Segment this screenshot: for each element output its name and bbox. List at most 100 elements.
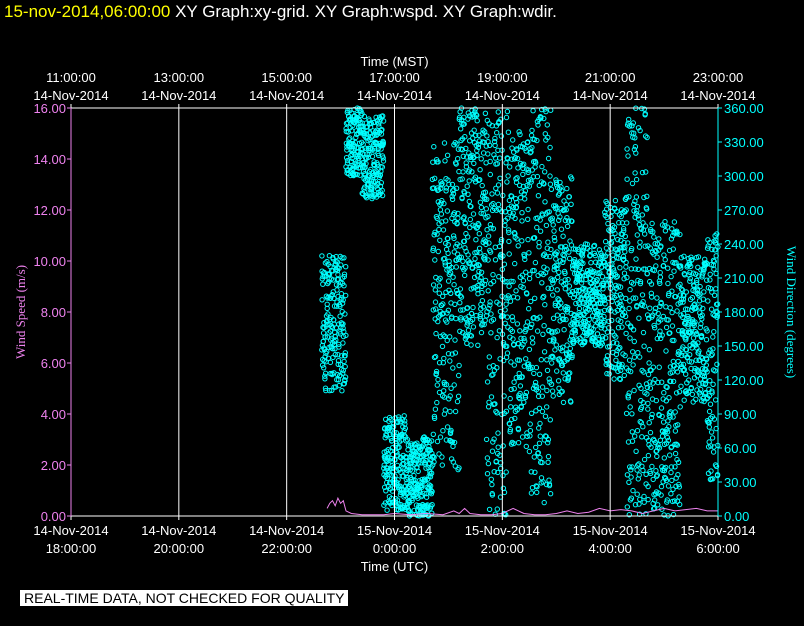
wind-direction-point <box>484 455 491 461</box>
wind-direction-point <box>505 227 512 233</box>
wind-direction-point <box>637 127 643 134</box>
wind-direction-point <box>480 127 486 133</box>
wind-direction-point <box>634 491 640 497</box>
wind-direction-point <box>402 418 408 424</box>
wind-direction-point <box>578 280 585 286</box>
right-tick-label: 300.00 <box>724 169 764 184</box>
wind-direction-point <box>515 440 522 446</box>
wind-direction-point <box>641 499 647 505</box>
wind-direction-point <box>445 242 451 248</box>
wind-direction-point <box>443 188 449 194</box>
wind-direction-point <box>524 319 531 325</box>
wind-direction-point <box>668 464 675 470</box>
wind-direction-point <box>319 362 326 368</box>
wind-direction-point <box>564 223 571 230</box>
wind-direction-point <box>617 376 623 383</box>
wind-direction-point <box>469 265 476 271</box>
wind-direction-point <box>342 374 349 380</box>
wind-direction-point <box>648 444 654 450</box>
wind-direction-point <box>451 235 457 242</box>
wind-direction-point <box>676 494 682 500</box>
wind-direction-point <box>588 260 594 266</box>
wind-direction-point <box>555 262 561 268</box>
wind-direction-point <box>432 257 438 263</box>
wind-direction-point <box>523 356 529 362</box>
wind-direction-point <box>438 211 445 217</box>
wind-direction-point <box>380 118 387 124</box>
wind-direction-point <box>622 352 628 359</box>
wind-direction-point <box>335 361 341 367</box>
wind-direction-point <box>560 259 566 265</box>
wind-direction-point <box>379 187 385 194</box>
wind-direction-point <box>502 222 508 229</box>
wind-direction-point <box>639 367 645 374</box>
wind-direction-point <box>621 276 627 282</box>
wind-direction-point <box>485 151 491 157</box>
wind-direction-point <box>441 200 447 207</box>
wind-direction-point <box>537 217 543 223</box>
wind-direction-point <box>617 345 623 351</box>
wind-direction-point <box>474 112 480 119</box>
wind-direction-point <box>698 321 704 327</box>
wind-direction-point <box>707 378 713 384</box>
wind-direction-point <box>612 282 619 289</box>
left-tick-label: 10.00 <box>33 254 66 269</box>
wind-direction-point <box>434 399 440 406</box>
wind-direction-point <box>430 453 436 460</box>
wind-direction-point <box>626 357 633 363</box>
wind-direction-point <box>506 238 512 245</box>
wind-direction-point <box>629 438 636 444</box>
wind-direction-point <box>454 221 460 227</box>
wind-direction-point <box>525 169 531 176</box>
wind-direction-point <box>633 194 640 200</box>
wind-direction-point <box>428 470 435 476</box>
wind-direction-point <box>508 404 514 410</box>
wind-direction-point <box>627 286 633 293</box>
wind-direction-point <box>676 481 682 488</box>
wind-direction-point <box>322 376 328 382</box>
wind-direction-point <box>608 213 614 220</box>
wind-direction-point <box>535 122 541 128</box>
wind-direction-point <box>671 268 677 274</box>
wind-direction-point <box>658 317 664 323</box>
wind-direction-point <box>517 395 523 402</box>
right-tick-label: 150.00 <box>724 339 764 354</box>
wind-direction-point <box>543 222 550 229</box>
wind-direction-point <box>693 357 699 363</box>
wind-direction-point <box>664 499 670 505</box>
wind-direction-point <box>660 479 666 485</box>
wind-direction-point <box>592 252 598 259</box>
wind-direction-point <box>678 255 684 261</box>
wind-direction-point <box>572 327 578 333</box>
wind-direction-point <box>663 324 670 331</box>
wind-direction-point <box>464 305 471 311</box>
wind-direction-point <box>633 150 639 156</box>
wind-direction-point <box>626 123 633 129</box>
wind-direction-point <box>705 298 711 304</box>
wind-direction-point <box>629 180 636 187</box>
wind-direction-point <box>504 314 510 320</box>
wind-direction-point <box>519 218 525 224</box>
wind-direction-point <box>484 379 491 385</box>
wind-direction-point <box>535 450 541 456</box>
wind-direction-point <box>535 193 542 199</box>
wind-direction-point <box>421 490 427 496</box>
wind-direction-point <box>687 269 693 275</box>
wind-direction-point <box>405 447 411 453</box>
wind-direction-point <box>465 110 471 116</box>
wind-direction-point <box>520 284 526 291</box>
wind-direction-point <box>611 224 618 230</box>
wind-direction-point <box>550 315 557 321</box>
wind-direction-point <box>449 193 455 200</box>
top-tick-time-label: 23:00:00 <box>693 70 744 85</box>
wind-direction-point <box>491 367 498 374</box>
wind-direction-point <box>615 368 621 375</box>
wind-direction-point <box>545 134 551 141</box>
wind-direction-point <box>541 181 547 187</box>
wind-direction-point <box>628 467 634 473</box>
wind-direction-point <box>370 128 376 134</box>
wind-direction-point <box>458 317 464 323</box>
wind-direction-point <box>500 443 506 449</box>
wind-direction-point <box>441 388 447 394</box>
wind-direction-point <box>457 293 463 299</box>
